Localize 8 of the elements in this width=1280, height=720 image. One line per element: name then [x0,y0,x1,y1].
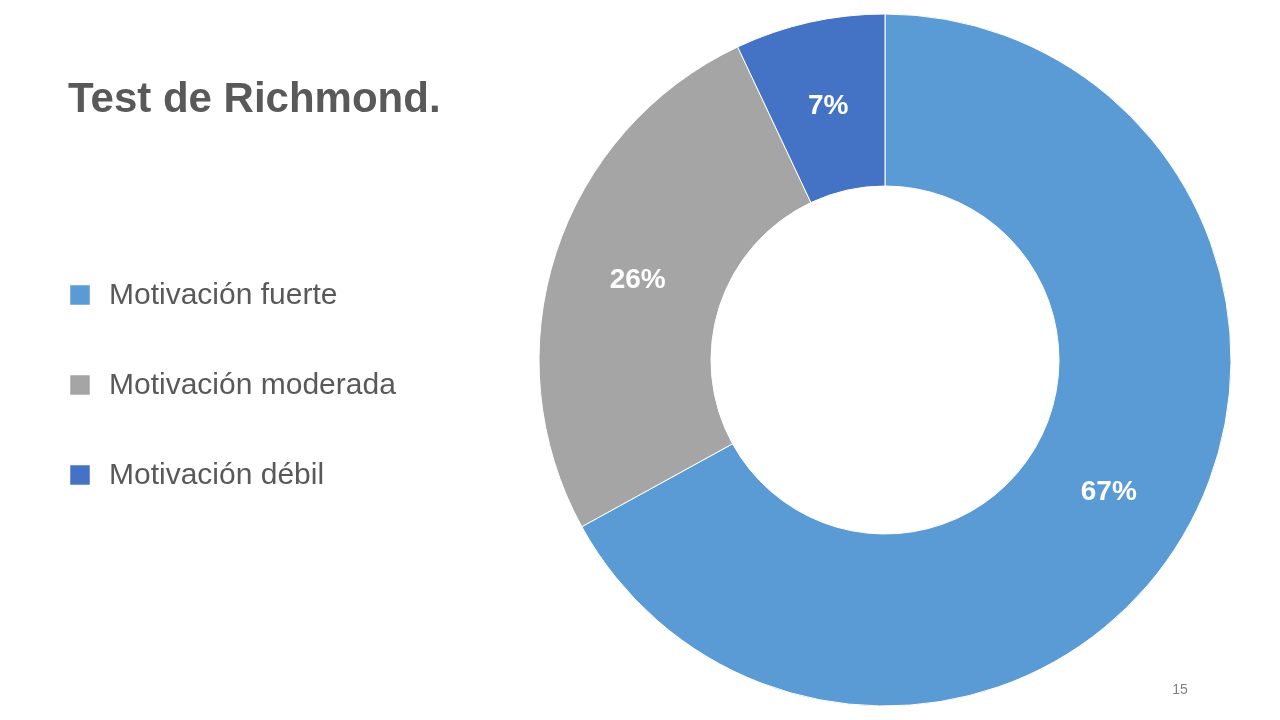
text: Test de Richmond. [68,74,441,121]
text: 15 [1172,681,1188,697]
legend-label: Motivación débil [109,457,325,490]
legend-label: Motivación fuerte [109,277,338,310]
legend-label: Motivación moderada [109,367,397,400]
data-label: 26% [609,262,666,294]
data-label: 67% [1080,475,1137,507]
data-label: 7% [808,89,849,121]
